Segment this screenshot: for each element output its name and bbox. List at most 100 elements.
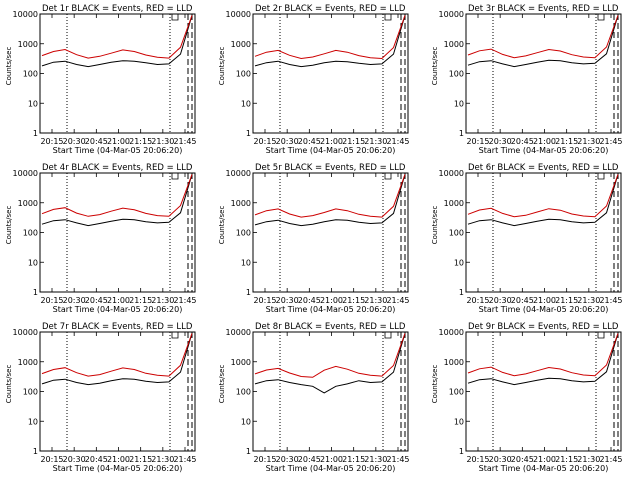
y-tick-label: 100 <box>449 229 464 238</box>
chart-panel-7: Det 7r BLACK = Events, RED = LLD 1 10 100 10… <box>5 322 197 473</box>
x-axis-label: Start Time (04-Mar-05 20:06:20) <box>479 305 609 314</box>
y-tick-label: 10000 <box>13 169 38 178</box>
x-tick-label: 21:15 <box>342 455 365 464</box>
y-tick-label: 1 <box>459 129 464 138</box>
x-tick-label: 21:45 <box>599 296 622 305</box>
x-tick-label: 20:30 <box>276 296 299 305</box>
x-tick-label: 21:45 <box>173 296 196 305</box>
y-tick-label: 1000 <box>18 358 38 367</box>
y-tick-label: 1 <box>33 129 38 138</box>
x-tick-label: 20:15 <box>40 296 63 305</box>
x-tick-label: 20:45 <box>85 296 108 305</box>
series-line-events <box>41 333 193 386</box>
x-tick-label: 20:45 <box>85 455 108 464</box>
x-tick-label: 20:15 <box>40 137 63 146</box>
x-tick-label: 21:30 <box>151 296 174 305</box>
y-tick-label: 100 <box>449 70 464 79</box>
chart-panel-3: Det 3r BLACK = Events, RED = LLD 1 10 100 10… <box>431 4 623 155</box>
y-tick-label: 10000 <box>226 328 251 337</box>
chart-title: Det 7r BLACK = Events, RED = LLD <box>42 322 193 332</box>
x-tick-label: 21:30 <box>364 455 387 464</box>
series-line-lld <box>41 333 193 377</box>
series-line-lld <box>41 15 193 59</box>
x-tick-label: 21:00 <box>107 455 130 464</box>
x-tick-label: 20:30 <box>63 137 86 146</box>
series-line-lld <box>467 15 619 59</box>
y-axis-label: Counts/sec <box>5 365 13 404</box>
chart-title: Det 2r BLACK = Events, RED = LLD <box>255 4 406 14</box>
series-line-events <box>41 15 193 68</box>
y-tick-label: 10 <box>241 258 251 267</box>
x-tick-label: 21:30 <box>577 455 600 464</box>
chart-panel-4: Det 4r BLACK = Events, RED = LLD 1 10 100 10… <box>5 163 197 314</box>
series-line-events <box>467 174 619 227</box>
chart-panel-8: Det 8r BLACK = Events, RED = LLD 1 10 100 10… <box>218 322 410 473</box>
x-axis-label: Start Time (04-Mar-05 20:06:20) <box>266 305 396 314</box>
y-tick-label: 1000 <box>444 358 464 367</box>
x-tick-label: 20:30 <box>489 455 512 464</box>
chart-title: Det 4r BLACK = Events, RED = LLD <box>42 163 193 173</box>
x-tick-label: 20:15 <box>466 455 489 464</box>
x-tick-label: 21:45 <box>386 137 409 146</box>
x-tick-label: 21:30 <box>364 137 387 146</box>
plot-frame <box>465 172 622 293</box>
x-tick-label: 21:00 <box>320 296 343 305</box>
y-tick-label: 10 <box>28 417 38 426</box>
y-axis-label: Counts/sec <box>5 206 13 245</box>
y-tick-label: 10000 <box>226 169 251 178</box>
y-tick-label: 10000 <box>439 10 464 19</box>
y-tick-label: 1000 <box>231 40 251 49</box>
y-tick-label: 1000 <box>444 199 464 208</box>
chart-title: Det 6r BLACK = Events, RED = LLD <box>468 163 619 173</box>
x-tick-label: 21:15 <box>342 137 365 146</box>
y-tick-label: 1000 <box>231 199 251 208</box>
y-tick-label: 10000 <box>226 10 251 19</box>
plot-frame <box>252 13 409 134</box>
plot-frame <box>39 172 196 293</box>
series-line-lld <box>467 174 619 218</box>
x-tick-label: 20:15 <box>40 455 63 464</box>
y-tick-label: 1000 <box>18 199 38 208</box>
y-tick-label: 100 <box>23 229 38 238</box>
y-tick-label: 100 <box>236 229 251 238</box>
y-axis-label: Counts/sec <box>5 47 13 86</box>
chart-panel-1: Det 1r BLACK = Events, RED = LLD 1 10 100 10… <box>5 4 197 155</box>
series-line-lld <box>254 15 406 60</box>
y-axis-label: Counts/sec <box>431 206 439 245</box>
y-axis-label: Counts/sec <box>431 365 439 404</box>
y-tick-label: 1 <box>33 288 38 297</box>
y-tick-label: 10000 <box>13 328 38 337</box>
y-tick-label: 1000 <box>444 40 464 49</box>
flag-marker <box>597 332 605 339</box>
x-tick-label: 21:15 <box>555 455 578 464</box>
x-tick-label: 21:30 <box>577 296 600 305</box>
flag-marker <box>597 14 605 21</box>
flag-marker <box>171 14 179 21</box>
x-tick-label: 20:45 <box>85 137 108 146</box>
chart-panel-5: Det 5r BLACK = Events, RED = LLD 1 10 100 10… <box>218 163 410 314</box>
flag-marker <box>597 173 605 180</box>
x-axis-label: Start Time (04-Mar-05 20:06:20) <box>266 146 396 155</box>
chart-title: Det 9r BLACK = Events, RED = LLD <box>468 322 619 332</box>
y-tick-label: 100 <box>23 70 38 79</box>
x-tick-label: 21:15 <box>555 296 578 305</box>
x-axis-label: Start Time (04-Mar-05 20:06:20) <box>266 464 396 473</box>
y-tick-label: 10000 <box>13 10 38 19</box>
series-line-lld <box>254 174 406 218</box>
series-line-events <box>254 15 406 68</box>
x-tick-label: 20:15 <box>466 137 489 146</box>
x-tick-label: 20:45 <box>298 455 321 464</box>
x-tick-label: 21:15 <box>555 137 578 146</box>
x-tick-label: 21:00 <box>533 137 556 146</box>
plot-frame <box>252 172 409 293</box>
x-tick-label: 21:30 <box>151 455 174 464</box>
series-line-lld <box>41 174 193 217</box>
x-tick-label: 20:45 <box>511 296 534 305</box>
y-tick-label: 10 <box>241 417 251 426</box>
flag-marker <box>384 332 392 339</box>
plot-frame <box>39 13 196 134</box>
x-tick-label: 20:15 <box>253 296 276 305</box>
y-tick-label: 10 <box>28 258 38 267</box>
y-tick-label: 1 <box>33 447 38 456</box>
